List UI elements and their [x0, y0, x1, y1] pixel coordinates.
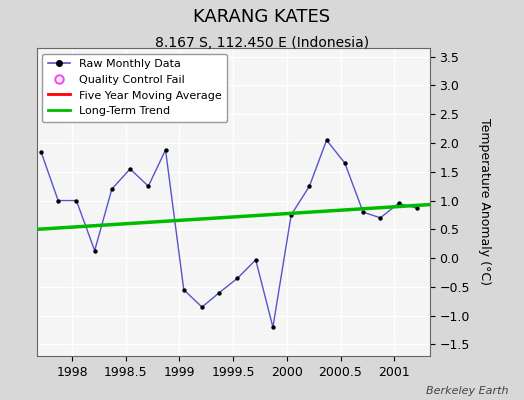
Point [144, 183, 152, 189]
Point [233, 275, 242, 282]
Point [180, 286, 188, 293]
Point [72, 197, 81, 204]
Point [287, 212, 296, 218]
Text: KARANG KATES: KARANG KATES [193, 8, 331, 26]
Point [161, 147, 170, 153]
Point [269, 324, 277, 330]
Point [54, 197, 62, 204]
Point [359, 209, 367, 215]
Point [341, 160, 349, 166]
Y-axis label: Temperature Anomaly (°C): Temperature Anomaly (°C) [478, 118, 491, 286]
Point [198, 304, 206, 310]
Point [305, 183, 313, 189]
Point [107, 186, 116, 192]
Point [395, 200, 403, 207]
Point [91, 248, 99, 254]
Text: Berkeley Earth: Berkeley Earth [426, 386, 508, 396]
Point [37, 148, 45, 155]
Point [215, 290, 223, 296]
Legend: Raw Monthly Data, Quality Control Fail, Five Year Moving Average, Long-Term Tren: Raw Monthly Data, Quality Control Fail, … [42, 54, 227, 122]
Point [126, 166, 134, 172]
Point [376, 215, 385, 221]
Point [322, 137, 331, 143]
Point [412, 205, 421, 211]
Point [252, 257, 260, 263]
Text: 8.167 S, 112.450 E (Indonesia): 8.167 S, 112.450 E (Indonesia) [155, 36, 369, 50]
